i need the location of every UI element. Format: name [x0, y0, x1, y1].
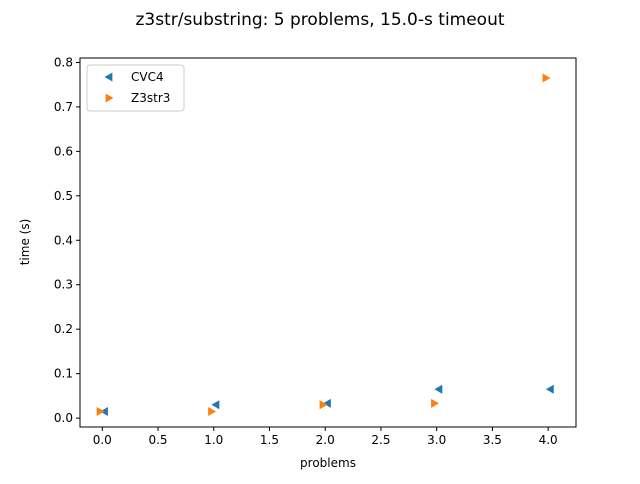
x-tick-label: 0.5 — [148, 433, 167, 447]
x-tick-label: 2.5 — [371, 433, 390, 447]
data-point-z3str3 — [208, 406, 217, 416]
y-axis-ticks: 0.0 0.1 0.2 0.3 0.4 0.5 0.6 0.7 0.8 — [54, 55, 80, 425]
y-tick-label: 0.7 — [54, 100, 73, 114]
x-axis-label: problems — [300, 456, 356, 470]
y-tick-label: 0.3 — [54, 278, 73, 292]
x-tick-label: 3.5 — [483, 433, 502, 447]
data-point-z3str3 — [542, 73, 551, 83]
data-points — [96, 73, 554, 416]
x-tick-label: 2.0 — [316, 433, 335, 447]
legend-marker-cvc4 — [104, 72, 113, 82]
plot-area-frame — [79, 57, 577, 428]
legend-marker-z3str3 — [105, 93, 114, 103]
data-point-cvc4 — [322, 398, 331, 408]
x-tick-label: 1.0 — [204, 433, 223, 447]
x-tick-label: 4.0 — [539, 433, 558, 447]
data-point-z3str3 — [319, 400, 328, 410]
data-point-cvc4 — [434, 384, 443, 394]
legend-label-cvc4: CVC4 — [131, 70, 164, 84]
y-tick-label: 0.5 — [54, 189, 73, 203]
y-tick-label: 0.6 — [54, 144, 73, 158]
y-tick-label: 0.2 — [54, 322, 73, 336]
y-tick-label: 0.4 — [54, 233, 73, 247]
x-tick-label: 0.0 — [93, 433, 112, 447]
legend: CVC4 Z3str3 — [86, 64, 185, 112]
y-tick-label: 0.0 — [54, 411, 73, 425]
chart-title: z3str/substring: 5 problems, 15.0-s time… — [135, 10, 504, 30]
y-tick-label: 0.1 — [54, 367, 73, 381]
data-point-cvc4 — [545, 384, 554, 394]
y-axis-label: time (s) — [18, 219, 32, 266]
x-axis-ticks: 0.0 0.5 1.0 1.5 2.0 2.5 3.0 3.5 4.0 — [93, 427, 558, 447]
data-point-z3str3 — [96, 406, 105, 416]
x-tick-label: 1.5 — [260, 433, 279, 447]
data-point-cvc4 — [211, 400, 220, 410]
data-point-z3str3 — [431, 398, 439, 408]
legend-label-z3str3: Z3str3 — [131, 91, 170, 105]
x-tick-label: 3.0 — [427, 433, 446, 447]
y-tick-label: 0.8 — [54, 55, 73, 69]
